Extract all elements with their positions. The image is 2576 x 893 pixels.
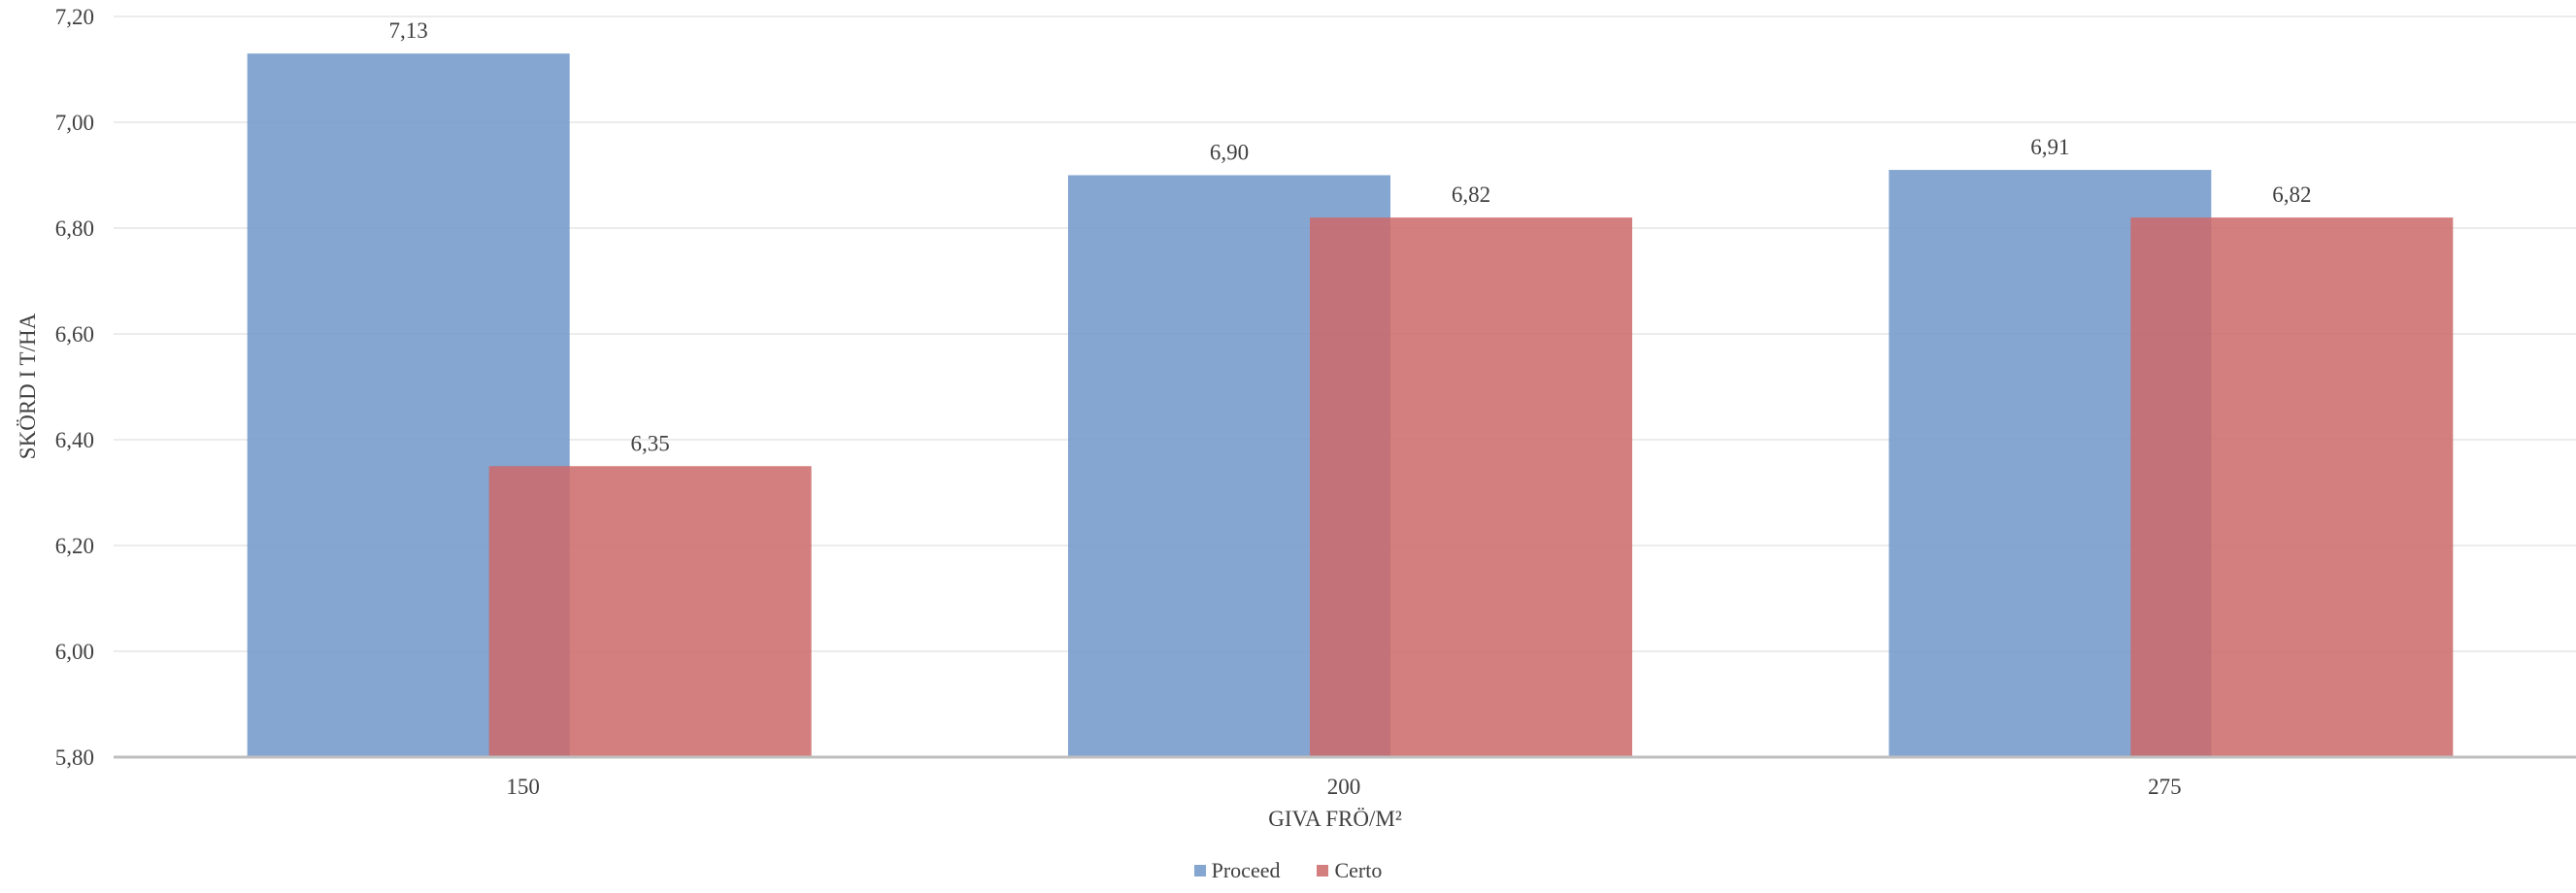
data-label: 6,91: [2030, 135, 2069, 159]
bar-certo-200: [1310, 217, 1632, 758]
y-tick-label: 6,00: [55, 640, 94, 664]
bar-certo-150: [488, 466, 812, 757]
x-tick-label: 150: [506, 775, 540, 799]
y-axis-title: SKÖRD I T/HA: [16, 313, 40, 459]
legend-item-proceed[interactable]: Proceed: [1193, 858, 1281, 883]
legend-item-certo[interactable]: Certo: [1317, 858, 1382, 883]
x-axis-title: GIVA FRÖ/M²: [1268, 807, 1402, 831]
legend: Proceed Certo: [0, 858, 2576, 883]
legend-swatch-proceed: [1193, 865, 1206, 876]
data-label: 6,35: [631, 431, 670, 455]
data-label: 6,82: [1452, 182, 1490, 207]
y-tick-label: 7,20: [55, 5, 94, 29]
y-tick-label: 6,40: [55, 428, 94, 452]
legend-swatch-certo: [1317, 865, 1329, 876]
y-tick-label: 6,60: [55, 322, 94, 347]
data-label: 6,90: [1210, 141, 1249, 165]
legend-label-proceed: Proceed: [1211, 858, 1281, 882]
x-tick-label: 200: [1327, 775, 1361, 799]
data-label: 7,13: [389, 18, 428, 43]
y-tick-label: 5,80: [55, 745, 94, 770]
bar-certo-275: [2130, 217, 2454, 758]
x-tick-label: 275: [2148, 775, 2182, 799]
y-tick-label: 6,80: [55, 216, 94, 241]
y-tick-label: 7,00: [55, 111, 94, 135]
legend-label-certo: Certo: [1334, 858, 1383, 882]
data-label: 6,82: [2272, 182, 2311, 207]
y-tick-label: 6,20: [55, 534, 94, 558]
